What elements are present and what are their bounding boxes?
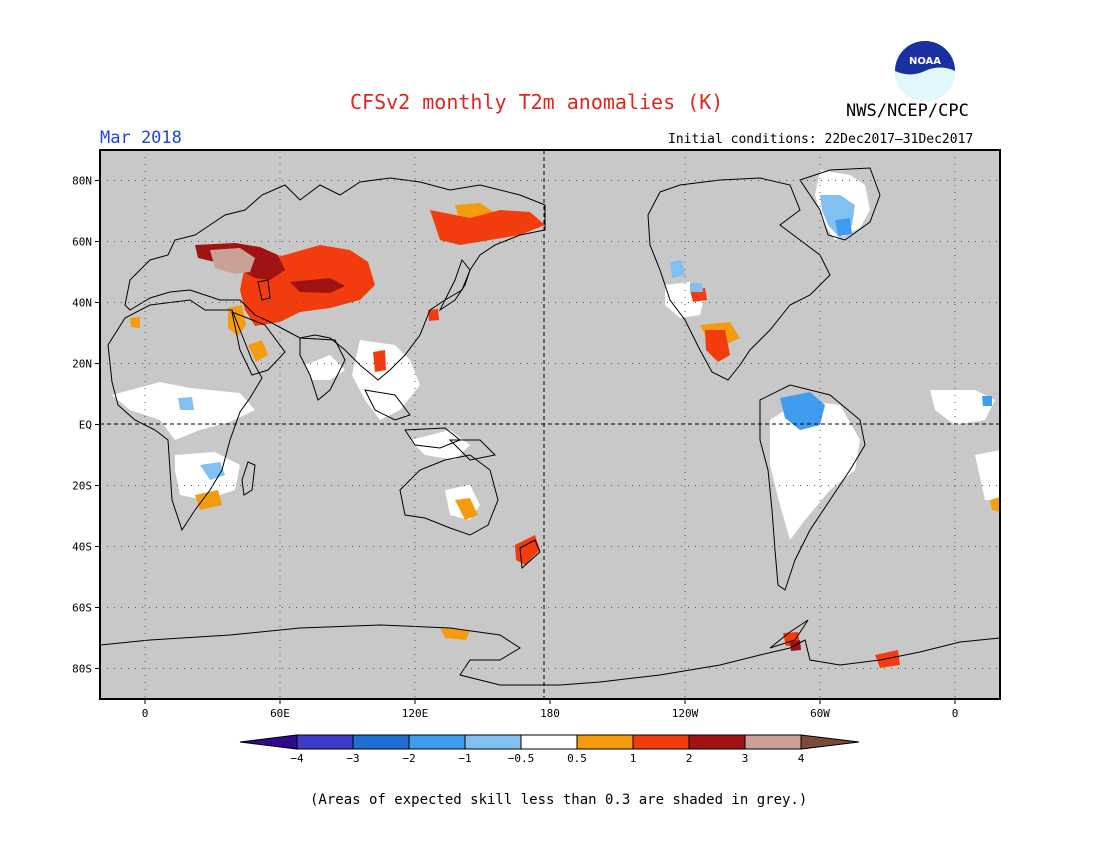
colorbar-label: 1 (630, 752, 637, 765)
latitude-labels: 80N 60N 40N 20N EQ 20S 40S 60S 80S (72, 175, 100, 676)
lon-label: 60E (270, 707, 290, 720)
colorbar-swatch (688, 734, 746, 750)
lon-label: 60W (810, 707, 830, 720)
colorbar-label: −0.5 (508, 752, 535, 765)
colorbar-label: −2 (402, 752, 415, 765)
initial-conditions: Initial conditions: 22Dec2017–31Dec2017 (668, 132, 974, 147)
lon-label: 120E (402, 707, 429, 720)
forecast-period: Mar 2018 (100, 128, 182, 148)
colorbar-swatch (352, 734, 410, 750)
colorbar-label: −1 (458, 752, 471, 765)
colorbar-max-arrow (800, 734, 860, 750)
lat-label: 80N (72, 175, 92, 188)
graticule (100, 150, 1000, 699)
colorbar-label: 2 (686, 752, 693, 765)
lat-label: 60S (72, 602, 92, 615)
colorbar (239, 734, 860, 750)
colorbar-swatch (576, 734, 634, 750)
skill-note: (Areas of expected skill less than 0.3 a… (310, 792, 808, 808)
colorbar-swatch (296, 734, 354, 750)
map-title: CFSv2 monthly T2m anomalies (K) (350, 90, 724, 114)
colorbar-swatch (464, 734, 522, 750)
reference-lines (100, 150, 1000, 699)
lat-label: 80S (72, 663, 92, 676)
colorbar-label: −3 (346, 752, 359, 765)
colorbar-min-arrow (239, 734, 298, 750)
lat-label: 60N (72, 236, 92, 249)
anomaly-regions (112, 170, 1000, 668)
lon-label: 120W (672, 707, 699, 720)
lat-label: 20N (72, 358, 92, 371)
colorbar-swatch (520, 734, 578, 750)
colorbar-label: 0.5 (567, 752, 587, 765)
noaa-logo: NOAA (895, 41, 955, 101)
lat-label: 40S (72, 541, 92, 554)
cool-anomaly-1-2 (780, 218, 992, 430)
lon-label: 0 (142, 707, 149, 720)
lat-label: 40N (72, 297, 92, 310)
lon-label: 0 (952, 707, 959, 720)
colorbar-swatch (632, 734, 690, 750)
colorbar-label: 4 (798, 752, 805, 765)
colorbar-label: 3 (742, 752, 749, 765)
noaa-logo-text: NOAA (909, 56, 941, 67)
colorbar-labels: −4 −3 −2 −1 −0.5 0.5 1 2 3 4 (290, 752, 804, 765)
coastlines (99, 167, 1001, 686)
colorbar-label: −4 (290, 752, 304, 765)
lon-label: 180 (540, 707, 560, 720)
lat-label: EQ (79, 419, 92, 432)
longitude-labels: 0 60E 120E 180 120W 60W 0 (142, 699, 959, 720)
agency-label: NWS/NCEP/CPC (846, 101, 969, 121)
colorbar-swatch (408, 734, 466, 750)
colorbar-swatch (744, 734, 802, 750)
lat-label: 20S (72, 480, 92, 493)
warm-anomaly-3-4 (210, 248, 255, 274)
